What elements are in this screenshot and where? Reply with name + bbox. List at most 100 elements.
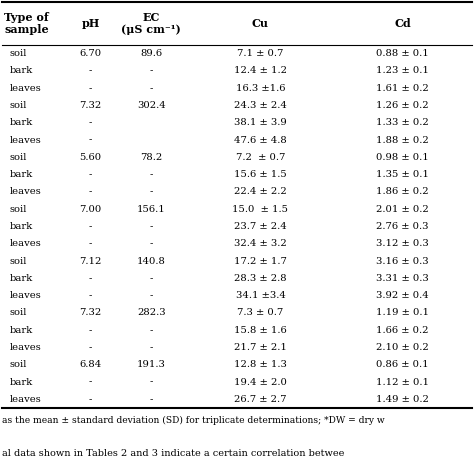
Text: 3.92 ± 0.4: 3.92 ± 0.4 [376,291,429,300]
Text: leaves: leaves [10,291,42,300]
Text: soil: soil [10,360,27,369]
Text: 17.2 ± 1.7: 17.2 ± 1.7 [234,256,287,265]
Text: 1.61 ± 0.2: 1.61 ± 0.2 [376,84,429,93]
Text: 140.8: 140.8 [137,256,166,265]
Text: 1.23 ± 0.1: 1.23 ± 0.1 [376,66,429,75]
Text: -: - [89,326,92,335]
Text: 7.32: 7.32 [79,309,101,318]
Text: leaves: leaves [10,239,42,248]
Text: al data shown in Tables 2 and 3 indicate a certain correlation betwee: al data shown in Tables 2 and 3 indicate… [2,448,345,457]
Text: 0.88 ± 0.1: 0.88 ± 0.1 [376,49,429,58]
Text: 7.32: 7.32 [79,101,101,110]
Text: 3.16 ± 0.3: 3.16 ± 0.3 [376,256,428,265]
Text: 78.2: 78.2 [140,153,163,162]
Text: 7.3 ± 0.7: 7.3 ± 0.7 [237,309,283,318]
Text: bark: bark [10,170,33,179]
Text: -: - [89,187,92,196]
Text: 282.3: 282.3 [137,309,166,318]
Text: 0.98 ± 0.1: 0.98 ± 0.1 [376,153,429,162]
Text: -: - [150,343,153,352]
Text: -: - [89,118,92,128]
Text: 1.88 ± 0.2: 1.88 ± 0.2 [376,136,429,145]
Text: 38.1 ± 3.9: 38.1 ± 3.9 [234,118,287,128]
Text: leaves: leaves [10,395,42,404]
Text: 191.3: 191.3 [137,360,166,369]
Text: 1.26 ± 0.2: 1.26 ± 0.2 [376,101,428,110]
Text: 5.60: 5.60 [79,153,101,162]
Text: -: - [89,66,92,75]
Text: 7.00: 7.00 [79,205,101,214]
Text: 1.35 ± 0.1: 1.35 ± 0.1 [376,170,429,179]
Text: -: - [89,343,92,352]
Text: -: - [89,239,92,248]
Text: 302.4: 302.4 [137,101,166,110]
Text: 1.33 ± 0.2: 1.33 ± 0.2 [376,118,429,128]
Text: soil: soil [10,309,27,318]
Text: -: - [89,378,92,387]
Text: -: - [89,136,92,145]
Text: soil: soil [10,49,27,58]
Text: 12.8 ± 1.3: 12.8 ± 1.3 [234,360,287,369]
Text: -: - [150,326,153,335]
Text: 24.3 ± 2.4: 24.3 ± 2.4 [234,101,287,110]
Text: 22.4 ± 2.2: 22.4 ± 2.2 [234,187,287,196]
Text: 3.31 ± 0.3: 3.31 ± 0.3 [376,274,429,283]
Text: leaves: leaves [10,343,42,352]
Text: -: - [150,395,153,404]
Text: 15.6 ± 1.5: 15.6 ± 1.5 [234,170,287,179]
Text: 7.12: 7.12 [79,256,101,265]
Text: 34.1 ±3.4: 34.1 ±3.4 [236,291,285,300]
Text: bark: bark [10,326,33,335]
Text: -: - [89,170,92,179]
Text: 26.7 ± 2.7: 26.7 ± 2.7 [234,395,287,404]
Text: 156.1: 156.1 [137,205,166,214]
Text: -: - [89,222,92,231]
Text: 7.1 ± 0.7: 7.1 ± 0.7 [237,49,283,58]
Text: 6.84: 6.84 [79,360,101,369]
Text: leaves: leaves [10,136,42,145]
Text: EC
(μS cm⁻¹): EC (μS cm⁻¹) [121,11,181,36]
Text: soil: soil [10,256,27,265]
Text: -: - [150,187,153,196]
Text: -: - [89,274,92,283]
Text: bark: bark [10,274,33,283]
Text: 89.6: 89.6 [140,49,163,58]
Text: 6.70: 6.70 [79,49,101,58]
Text: 2.10 ± 0.2: 2.10 ± 0.2 [376,343,429,352]
Text: 1.12 ± 0.1: 1.12 ± 0.1 [376,378,429,387]
Text: leaves: leaves [10,84,42,93]
Text: 1.86 ± 0.2: 1.86 ± 0.2 [376,187,428,196]
Text: -: - [150,291,153,300]
Text: -: - [150,239,153,248]
Text: bark: bark [10,118,33,128]
Text: 32.4 ± 3.2: 32.4 ± 3.2 [234,239,287,248]
Text: -: - [150,274,153,283]
Text: 19.4 ± 2.0: 19.4 ± 2.0 [234,378,287,387]
Text: soil: soil [10,101,27,110]
Text: 47.6 ± 4.8: 47.6 ± 4.8 [234,136,287,145]
Text: 2.01 ± 0.2: 2.01 ± 0.2 [376,205,429,214]
Text: bark: bark [10,66,33,75]
Text: 2.76 ± 0.3: 2.76 ± 0.3 [376,222,428,231]
Text: soil: soil [10,205,27,214]
Text: -: - [150,84,153,93]
Text: 21.7 ± 2.1: 21.7 ± 2.1 [234,343,287,352]
Text: pH: pH [81,18,100,29]
Text: 15.8 ± 1.6: 15.8 ± 1.6 [234,326,287,335]
Text: -: - [150,222,153,231]
Text: Cu: Cu [252,18,269,29]
Text: 7.2  ± 0.7: 7.2 ± 0.7 [236,153,285,162]
Text: as the mean ± standard deviation (SD) for triplicate determinations; *DW = dry w: as the mean ± standard deviation (SD) fo… [2,415,385,425]
Text: 0.86 ± 0.1: 0.86 ± 0.1 [376,360,428,369]
Text: 16.3 ±1.6: 16.3 ±1.6 [236,84,285,93]
Text: -: - [150,66,153,75]
Text: soil: soil [10,153,27,162]
Text: leaves: leaves [10,187,42,196]
Text: -: - [89,291,92,300]
Text: 15.0  ± 1.5: 15.0 ± 1.5 [232,205,289,214]
Text: -: - [150,378,153,387]
Text: -: - [89,84,92,93]
Text: -: - [89,395,92,404]
Text: 23.7 ± 2.4: 23.7 ± 2.4 [234,222,287,231]
Text: Type of
sample: Type of sample [4,11,49,36]
